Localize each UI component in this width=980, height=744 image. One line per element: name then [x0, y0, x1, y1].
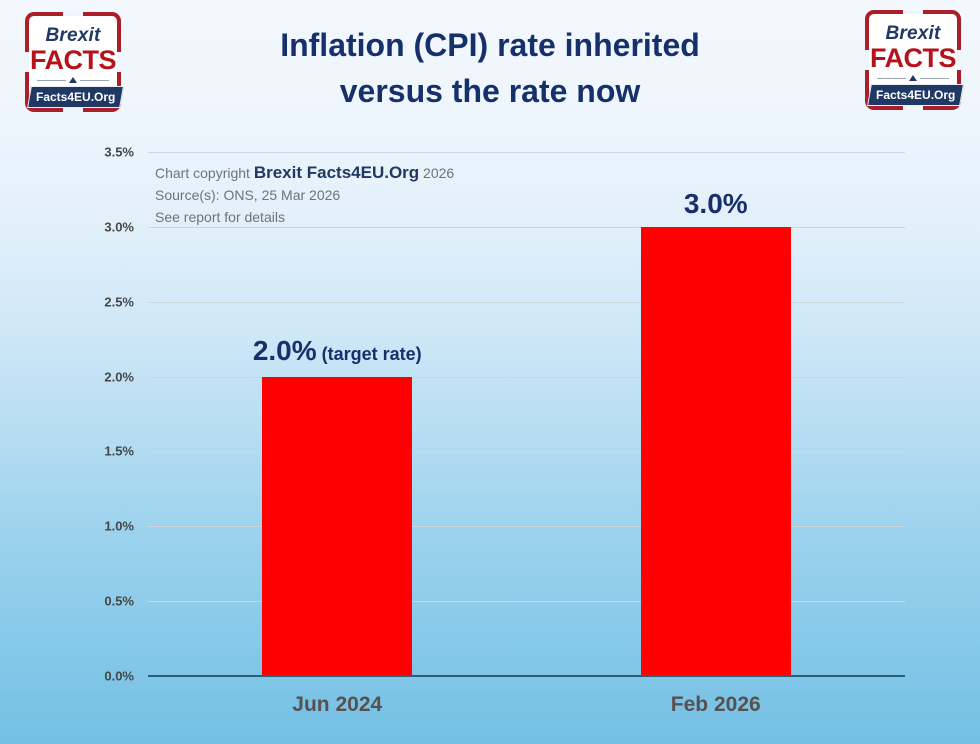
y-axis-tick-label: 1.0% — [104, 518, 134, 534]
bar-value-label: 3.0% — [683, 187, 748, 219]
brexit-facts4eu-logo: Brexit FACTS Facts4EU.Org — [865, 10, 965, 110]
logo-divider — [877, 75, 949, 81]
logo-frame-gap — [63, 108, 83, 112]
gridline — [148, 301, 905, 303]
bar-value-suffix: (target rate) — [316, 343, 422, 364]
logo-frame-gap — [903, 10, 923, 14]
plot-area: 0.0% 0.5% 1.0% 1.5% 2.0% 2.5% 3.0% 3.5% 2.0% (ta… — [104, 145, 905, 716]
logo-facts-text: FACTS — [869, 43, 957, 73]
y-axis-tick-label: 2.0% — [104, 369, 134, 385]
x-axis-line — [148, 675, 905, 677]
x-axis-category-label: Jun 2024 — [292, 693, 383, 716]
chart-title-line2: versus the rate now — [339, 73, 641, 109]
logo-site-plate: Facts4EU.Org — [867, 84, 965, 106]
logo-facts-text: FACTS — [29, 45, 117, 75]
gridline — [148, 601, 905, 603]
bar — [262, 376, 413, 676]
source-line: Source(s): ONS, 25 Mar 2026 — [155, 187, 341, 203]
copyright-brand: Brexit Facts4EU.Org — [253, 163, 420, 182]
y-axis-tick-label: 3.5% — [104, 144, 134, 160]
triangle-icon — [69, 77, 77, 83]
y-axis-tick-label: 1.5% — [104, 443, 134, 459]
brexit-facts4eu-logo: Brexit FACTS Facts4EU.Org — [25, 12, 125, 112]
logo-site-plate: Facts4EU.Org — [27, 86, 125, 108]
y-axis-tick-label: 0.5% — [104, 593, 134, 609]
triangle-icon — [909, 75, 917, 81]
logo-frame-gap — [117, 52, 121, 72]
y-axis-tick-label: 0.0% — [104, 668, 134, 684]
chart-title-line1: Inflation (CPI) rate inherited — [280, 27, 700, 63]
gridline — [148, 226, 905, 228]
copyright-block: Chart copyright Brexit Facts4EU.Org 2026… — [155, 162, 454, 228]
logo-brexit-text: Brexit — [45, 25, 101, 46]
logo-frame-gap — [25, 52, 29, 72]
logo-frame-gap — [63, 12, 83, 16]
note-line: See report for details — [155, 209, 285, 225]
gridline — [148, 152, 905, 153]
logo-frame-gap — [957, 50, 961, 70]
y-axis-tick-label: 2.5% — [104, 294, 134, 310]
gridline — [148, 451, 905, 453]
logo-frame-gap — [903, 106, 923, 110]
copyright-line: Chart copyright Brexit Facts4EU.Org 2026 — [155, 163, 455, 182]
logo-divider — [37, 77, 109, 83]
gridline — [148, 376, 905, 378]
bar — [640, 226, 791, 676]
gridline — [148, 526, 905, 528]
y-axis-tick-label: 3.0% — [104, 219, 134, 235]
logo-brexit-text: Brexit — [885, 23, 941, 44]
logo-frame-gap — [865, 50, 869, 70]
bar-value-label: 2.0% (target rate) — [252, 334, 422, 366]
x-axis-category-label: Feb 2026 — [670, 693, 761, 716]
chart-title: Inflation (CPI) rate inherited versus th… — [130, 22, 850, 114]
